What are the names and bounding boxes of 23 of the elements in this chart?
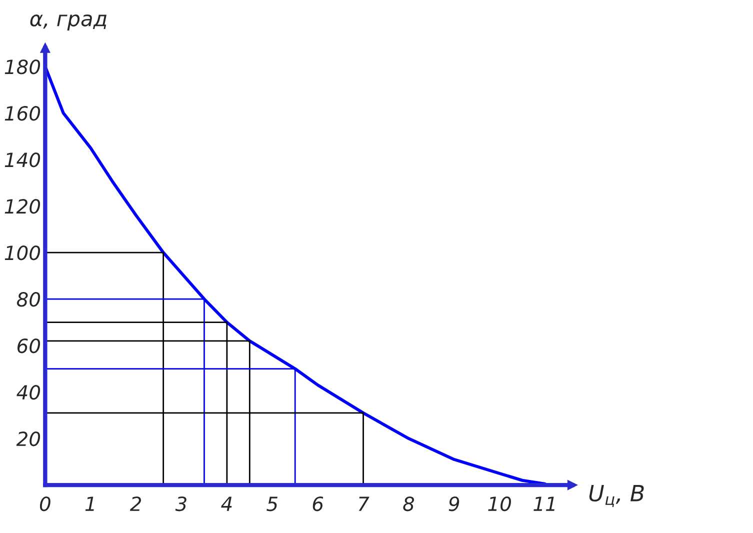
y-tick-label: 100 (4, 246, 40, 260)
y-tick-label: 180 (4, 60, 40, 74)
y-tick-label: 160 (4, 106, 40, 121)
y-tick-label: 60 (17, 338, 40, 354)
x-tick-label: 7 (358, 496, 370, 511)
x-tick-label: 9 (448, 496, 460, 512)
x-tick-label: 8 (403, 496, 414, 512)
x-tick-label: 1 (85, 496, 94, 511)
x-tick-label: 3 (175, 496, 186, 512)
x-tick-label: 6 (312, 496, 324, 512)
x-axis-title: U$_{ц}$, В (589, 485, 644, 508)
x-tick-label: 11 (534, 496, 554, 511)
x-tick-label: 5 (266, 496, 278, 512)
y-tick-label: 40 (16, 384, 40, 400)
y-tick-label: 80 (16, 292, 40, 307)
y-tick-label: 120 (4, 199, 40, 214)
x-tick-label: 0 (40, 496, 50, 512)
x-tick-label: 10 (488, 496, 511, 512)
y-axis-title: α, град (30, 14, 106, 30)
y-tick-label: 20 (16, 431, 40, 446)
x-tick-label: 2 (130, 496, 142, 511)
x-tick-label: 4 (221, 496, 232, 511)
y-tick-label: 140 (4, 152, 40, 168)
